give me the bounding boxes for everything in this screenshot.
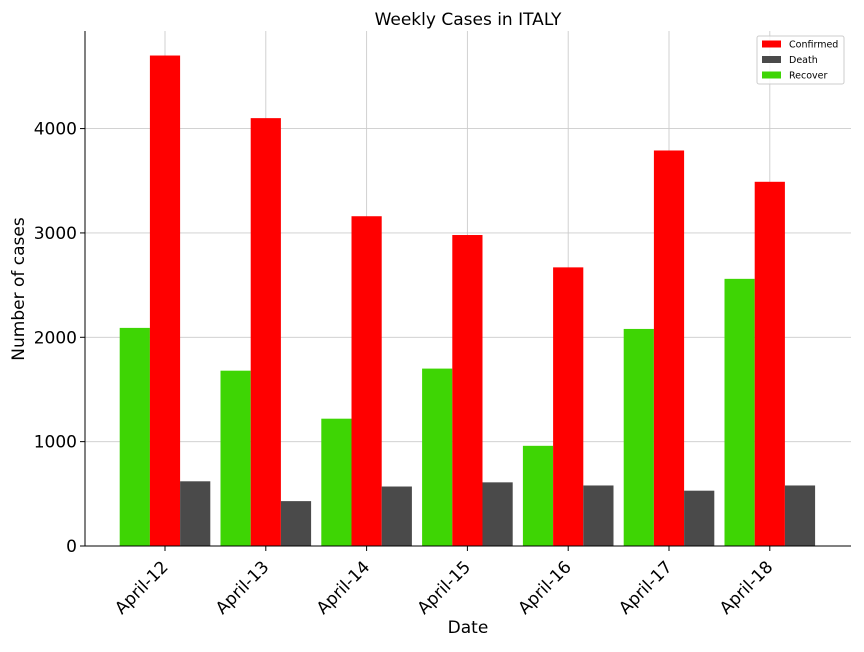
chart-title: Weekly Cases in ITALY bbox=[375, 10, 562, 30]
bar-recover-april-13 bbox=[220, 370, 251, 546]
bar-recover-april-12 bbox=[119, 327, 150, 546]
bar-recover-april-15 bbox=[422, 368, 453, 546]
bar-confirmed-april-15 bbox=[452, 235, 483, 547]
y-tick-label: 2000 bbox=[34, 328, 77, 348]
bar-confirmed-april-12 bbox=[149, 55, 181, 547]
legend-items: Confirmed Death Recover bbox=[762, 40, 838, 82]
y-tick-label: 1000 bbox=[34, 433, 77, 453]
legend-label-recover: Recover bbox=[789, 71, 828, 82]
x-axis-title: Date bbox=[448, 618, 489, 638]
legend-swatch-death bbox=[762, 56, 781, 63]
axes bbox=[84, 31, 851, 547]
bar-confirmed-april-18 bbox=[754, 181, 785, 546]
bar-recover-april-17 bbox=[623, 328, 654, 546]
x-tick-label: April-15 bbox=[414, 557, 475, 618]
bar-confirmed-april-16 bbox=[553, 267, 584, 546]
bar-death-april-14 bbox=[381, 486, 412, 546]
y-tick-label: 0 bbox=[66, 537, 77, 557]
bar-confirmed-april-14 bbox=[351, 216, 382, 546]
legend-swatch-recover bbox=[762, 71, 781, 79]
legend-swatch-confirmed bbox=[762, 40, 781, 48]
y-tick-label: 3000 bbox=[34, 224, 77, 244]
bar-death-april-16 bbox=[583, 485, 614, 546]
bar-confirmed-april-13 bbox=[250, 118, 281, 547]
bar-recover-april-16 bbox=[522, 445, 554, 546]
bar-recover-april-18 bbox=[724, 278, 755, 546]
bar-confirmed-april-17 bbox=[653, 150, 685, 546]
bar-death-april-13 bbox=[280, 501, 312, 546]
x-tick-label: April-13 bbox=[212, 557, 273, 618]
y-tick-label: 4000 bbox=[34, 120, 77, 140]
x-tick-label: April-14 bbox=[313, 557, 374, 618]
bar-death-april-18 bbox=[784, 485, 816, 546]
x-tick-label: April-12 bbox=[111, 557, 172, 618]
bar-death-april-17 bbox=[684, 490, 715, 546]
legend: Confirmed Death Recover bbox=[756, 35, 845, 85]
x-tick-label: April-18 bbox=[716, 557, 777, 618]
legend-label-confirmed: Confirmed bbox=[789, 40, 838, 51]
bar-death-april-15 bbox=[482, 482, 513, 546]
x-tick-label: April-16 bbox=[514, 557, 575, 618]
bar-recover-april-14 bbox=[321, 418, 352, 546]
bar-death-april-12 bbox=[180, 481, 211, 546]
legend-label-death: Death bbox=[789, 55, 818, 66]
bars bbox=[119, 55, 816, 547]
x-tick-label: April-17 bbox=[615, 557, 676, 618]
y-axis-title: Number of cases bbox=[9, 217, 29, 361]
